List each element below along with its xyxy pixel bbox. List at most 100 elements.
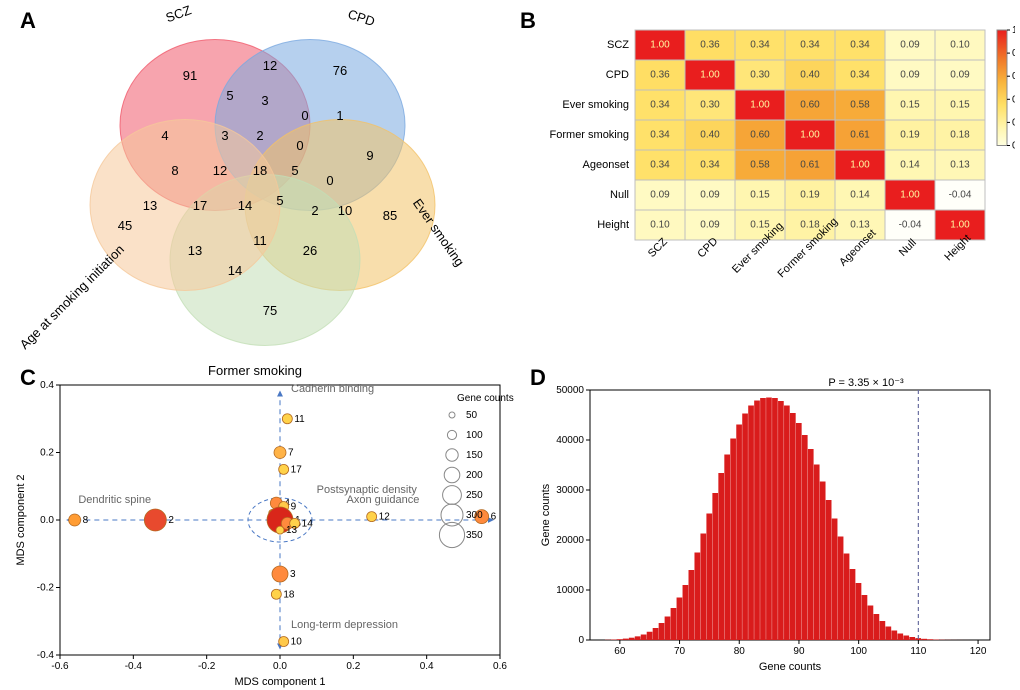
heatmap-value: 0.13 (950, 160, 970, 171)
hist-bar (826, 500, 832, 640)
hist-bar (814, 465, 820, 641)
colorbar-tick: 1 (1012, 25, 1015, 36)
heatmap-value: 0.30 (750, 70, 770, 81)
heatmap-row-label: CPD (606, 69, 629, 81)
x-tick: 0.4 (420, 661, 434, 672)
hist-bar (742, 414, 748, 641)
venn-set-label: SCZ (164, 2, 194, 25)
y-tick: 0 (578, 635, 584, 646)
hist-bar (808, 449, 814, 640)
hist-bar (671, 608, 677, 640)
hist-bar (921, 639, 927, 640)
scatter-point (144, 509, 166, 531)
legend-size-label: 250 (466, 490, 483, 501)
heatmap-value: 0.09 (900, 70, 920, 81)
hist-bar (712, 493, 718, 640)
heatmap-value: -0.04 (899, 220, 922, 231)
center-label: Postsynaptic density (317, 484, 418, 496)
x-tick: 0.0 (273, 661, 287, 672)
heatmap-value: 1.00 (700, 70, 720, 81)
venn-count: 45 (118, 218, 132, 233)
y-tick: 30000 (556, 485, 584, 496)
venn-count: 10 (338, 203, 352, 218)
point-id: 17 (291, 464, 303, 475)
heatmap-row-label: Former smoking (550, 129, 629, 141)
venn-count: 5 (226, 88, 233, 103)
hist-bar (718, 473, 724, 640)
heatmap-value: 0.40 (800, 70, 820, 81)
venn-count: 14 (228, 263, 242, 278)
heatmap-value: -0.04 (949, 190, 972, 201)
hist-bar (832, 519, 838, 641)
heatmap-row-label: Ever smoking (562, 99, 629, 111)
hist-bar (736, 425, 742, 641)
hist-bar (820, 482, 826, 641)
scatter-point (272, 566, 288, 582)
legend-size-circle (443, 486, 462, 505)
venn-count: 12 (263, 58, 277, 73)
hist-bar (689, 570, 695, 640)
heatmap-value: 0.19 (900, 130, 920, 141)
heatmap-value: 1.00 (800, 130, 820, 141)
x-tick: 0.2 (346, 661, 360, 672)
heatmap-value: 0.15 (950, 100, 970, 111)
venn-count: 0 (301, 108, 308, 123)
heatmap-value: 0.60 (800, 100, 820, 111)
hist-bar (754, 401, 760, 641)
legend-size-label: 200 (466, 470, 483, 481)
heatmap-value: 0.60 (750, 130, 770, 141)
venn-count: 2 (256, 128, 263, 143)
hist-bar (617, 639, 623, 640)
heatmap-value: 0.30 (700, 100, 720, 111)
venn-count: 14 (238, 198, 252, 213)
point-id: 14 (302, 518, 314, 529)
scatter-point (276, 526, 284, 534)
scatter-panel: -0.6-0.4-0.20.00.20.40.6-0.4-0.20.00.20.… (10, 365, 530, 690)
heatmap-value: 0.34 (650, 160, 670, 171)
hist-bar (724, 455, 730, 641)
venn-count: 76 (333, 63, 347, 78)
colorbar-tick: 0 (1012, 141, 1015, 152)
hist-bar (677, 598, 683, 641)
heatmap-value: 0.36 (650, 70, 670, 81)
point-id: 12 (379, 512, 391, 523)
legend-size-circle (444, 467, 460, 483)
hist-bar (874, 614, 880, 640)
scatter-point (69, 514, 81, 526)
x-tick: 60 (614, 646, 626, 657)
hist-bar (694, 553, 700, 641)
venn-count: 26 (303, 243, 317, 258)
heatmap-value: 0.34 (800, 40, 820, 51)
scatter-point (279, 637, 289, 647)
hist-bar (706, 514, 712, 641)
scatter-point (271, 589, 281, 599)
point-id: 11 (294, 414, 305, 425)
heatmap-value: 0.14 (900, 160, 920, 171)
hist-bar (641, 635, 647, 641)
hist-bar (838, 537, 844, 641)
heatmap-value: 0.58 (750, 160, 770, 171)
point-id: 13 (286, 525, 298, 536)
point-id: 10 (291, 637, 303, 648)
hist-bar (897, 634, 903, 641)
x-tick: -0.2 (198, 661, 216, 672)
legend-size-circle (447, 430, 456, 439)
y-tick: -0.2 (37, 583, 55, 594)
heatmap-value: 0.34 (700, 160, 720, 171)
hist-bar (700, 534, 706, 641)
hist-panel: 6070809010011012001000020000300004000050… (535, 360, 1015, 690)
hist-bar (653, 628, 659, 640)
point-id: 9 (291, 502, 297, 513)
p-value-label: P = 3.35 × 10⁻³ (828, 377, 904, 389)
colorbar-tick: 0.6 (1012, 71, 1015, 82)
heatmap-value: 1.00 (850, 160, 870, 171)
heatmap-value: 0.34 (850, 70, 870, 81)
venn-count: 2 (311, 203, 318, 218)
hist-bar (927, 639, 933, 640)
point-id: 6 (491, 512, 497, 523)
venn-set-label: Age at smoking initiation (20, 242, 127, 352)
venn-count: 0 (296, 138, 303, 153)
hist-bar (635, 636, 641, 640)
x-tick: 100 (850, 646, 867, 657)
scatter-point (279, 464, 289, 474)
